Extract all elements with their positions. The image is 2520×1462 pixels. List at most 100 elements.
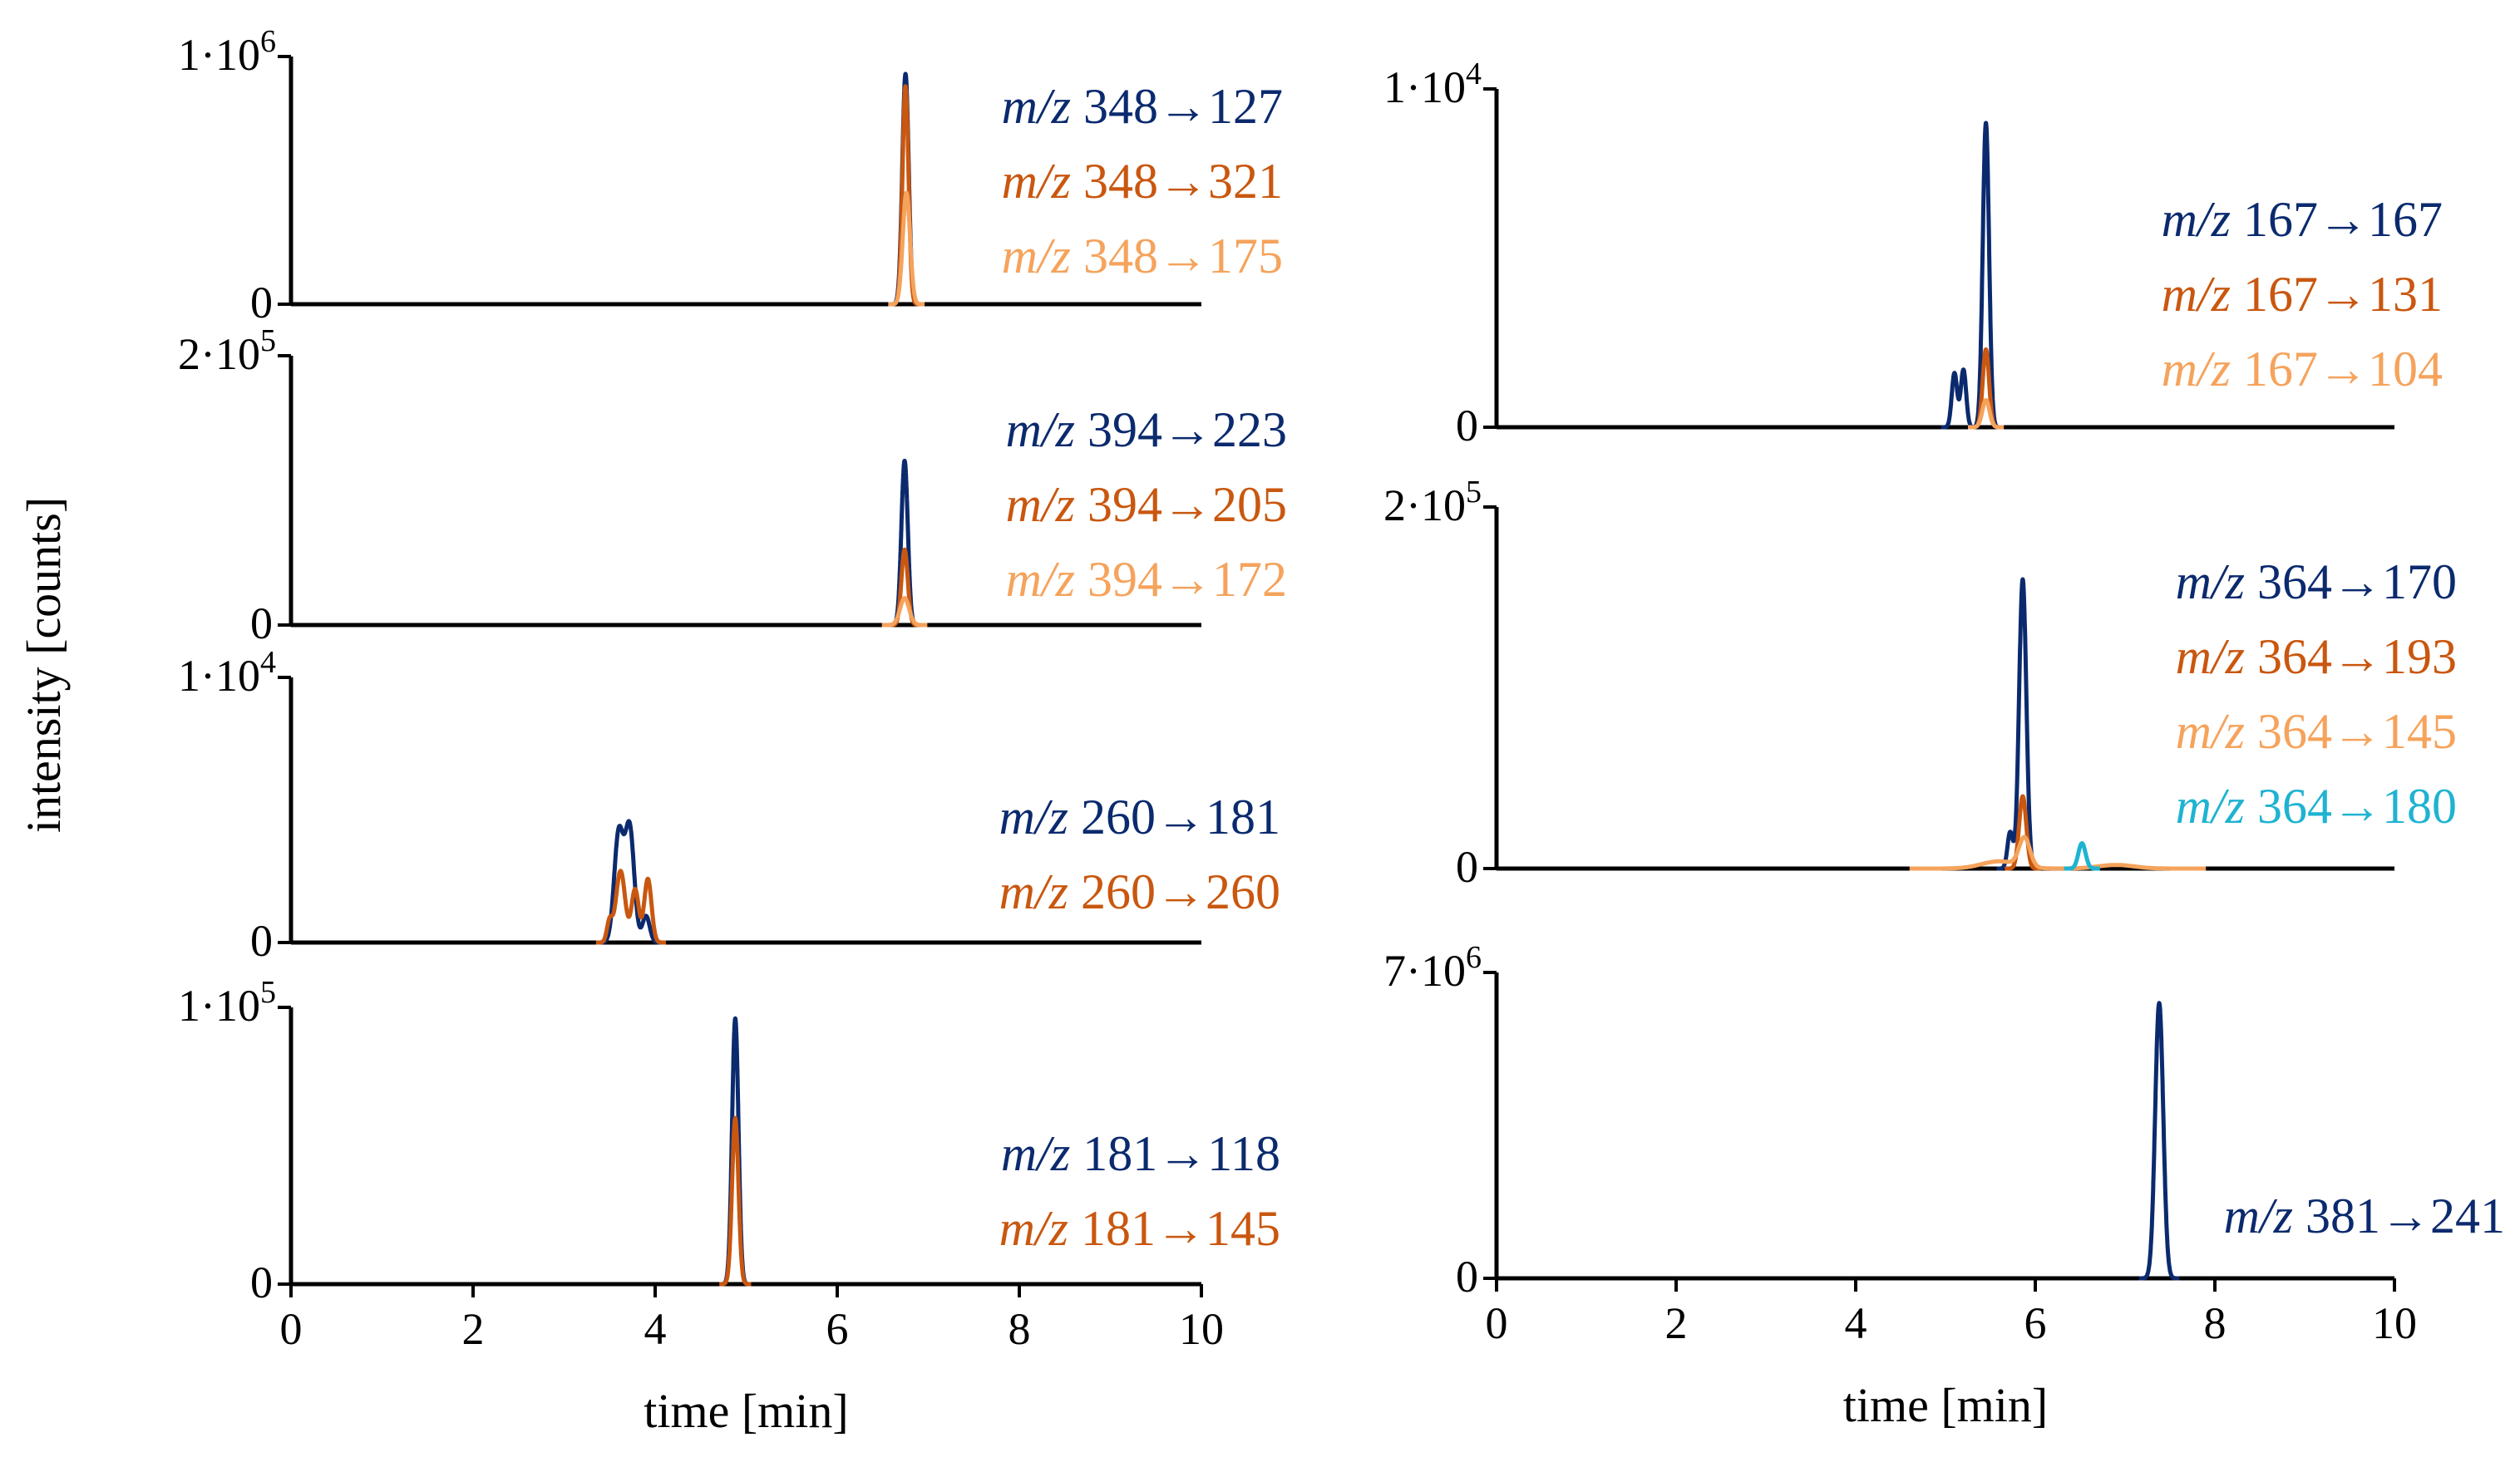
legend-entry: m/z 181→118 — [1001, 1126, 1280, 1181]
x-tick-label: 4 — [644, 1304, 667, 1354]
legend-mz-prefix: m/z — [1002, 229, 1071, 283]
series-trace-1 — [594, 819, 667, 945]
x-tick-label: 10 — [2372, 1298, 2417, 1348]
legend-transition: 381→241 — [2293, 1189, 2505, 1243]
traces — [886, 71, 927, 307]
legend-entry: m/z 364→170 — [2176, 554, 2457, 609]
y-zero-label: 0 — [250, 598, 273, 648]
traces — [594, 819, 668, 945]
y-max-label: 2·105 — [1383, 475, 1482, 530]
legend-entry: m/z 181→145 — [999, 1201, 1280, 1256]
x-tick-label: 6 — [826, 1304, 849, 1354]
legend-mz-prefix: m/z — [1006, 552, 1075, 607]
legend-mz-prefix: m/z — [999, 1201, 1068, 1256]
legend-transition: 181→145 — [1068, 1201, 1280, 1256]
y-zero-label: 0 — [250, 916, 273, 966]
series-trace-3 — [880, 596, 930, 628]
x-tick-label: 8 — [2204, 1298, 2227, 1348]
legend-transition: 394→205 — [1075, 477, 1287, 532]
y-max-exponent: 5 — [1466, 475, 1482, 509]
legend-mz-prefix: m/z — [1006, 402, 1075, 457]
traces — [1908, 577, 2207, 871]
x-tick-label: 6 — [2024, 1298, 2047, 1348]
series-trace-3 — [1965, 397, 2006, 430]
x-axis-label: time [min] — [1843, 1378, 2048, 1432]
legend-transition: 364→170 — [2245, 554, 2457, 609]
y-max-label: 1·104 — [1383, 57, 1482, 112]
traces — [880, 458, 930, 628]
legend: m/z 348→127 m/z 348→321 m/z 348→175 — [1002, 79, 1283, 283]
y-zero-label: 0 — [1456, 842, 1478, 892]
y-max-mantissa: 1·10 — [1383, 62, 1466, 112]
y-max-label: 7·106 — [1383, 940, 1482, 996]
y-max-exponent: 6 — [260, 24, 276, 59]
legend-entry: m/z 364→180 — [2176, 779, 2457, 834]
legend-mz-prefix: m/z — [1001, 1126, 1070, 1181]
legend: m/z 381→241 — [2224, 1189, 2505, 1243]
x-tick-label: 2 — [1665, 1298, 1688, 1348]
series-trace-4 — [2062, 841, 2103, 871]
y-max-mantissa: 2·10 — [178, 329, 260, 379]
x-tick-label: 0 — [1486, 1298, 1508, 1348]
legend-mz-prefix: m/z — [2176, 629, 2245, 684]
series-trace-3 — [1908, 834, 2207, 871]
y-zero-label: 0 — [250, 278, 273, 327]
traces — [717, 1016, 753, 1287]
x-tick-label: 10 — [1179, 1304, 1224, 1354]
legend-entry: m/z 348→175 — [1002, 229, 1283, 283]
y-max-mantissa: 2·10 — [1383, 480, 1466, 530]
legend-entry: m/z 394→172 — [1006, 552, 1287, 607]
chart-panel-1: 1·106 0 m/z 348→127 m/z 348→321 m/z 348→175 — [178, 24, 1283, 327]
y-axis-label: intensity [counts] — [17, 497, 71, 833]
legend-transition: 394→172 — [1075, 552, 1287, 607]
legend-transition: 348→321 — [1071, 154, 1283, 209]
legend-entry: m/z 260→260 — [999, 864, 1280, 919]
x-tick-label: 8 — [1008, 1304, 1031, 1354]
series-trace-3 — [886, 190, 927, 307]
legend-transition: 364→180 — [2245, 779, 2457, 834]
y-max-mantissa: 1·10 — [178, 30, 260, 80]
y-max-exponent: 4 — [1466, 57, 1482, 91]
legend-mz-prefix: m/z — [2162, 192, 2231, 247]
series-trace-1 — [1939, 121, 2004, 430]
legend-transition: 167→131 — [2231, 267, 2443, 322]
y-max-label: 2·105 — [178, 323, 276, 379]
y-max-label: 1·106 — [178, 24, 276, 80]
legend-mz-prefix: m/z — [2176, 779, 2245, 834]
legend-mz-prefix: m/z — [2224, 1189, 2293, 1243]
traces — [1939, 121, 2006, 430]
legend-mz-prefix: m/z — [2176, 554, 2245, 609]
x-tick-label: 4 — [1845, 1298, 1867, 1348]
y-max-label: 1·104 — [178, 645, 276, 701]
x-tick-label: 2 — [462, 1304, 485, 1354]
y-max-mantissa: 1·10 — [178, 651, 260, 701]
y-max-mantissa: 7·10 — [1383, 946, 1466, 996]
y-zero-label: 0 — [1456, 401, 1478, 450]
series-trace-2 — [594, 869, 668, 945]
legend-entry: m/z 381→241 — [2224, 1189, 2505, 1243]
legend-transition: 260→181 — [1068, 790, 1280, 844]
legend-transition: 364→193 — [2245, 629, 2457, 684]
legend-transition: 260→260 — [1068, 864, 1280, 919]
legend-entry: m/z 394→205 — [1006, 477, 1287, 532]
y-max-exponent: 5 — [260, 975, 276, 1010]
series-trace-2 — [1968, 347, 2004, 430]
legend-mz-prefix: m/z — [2176, 704, 2245, 759]
x-tick-label: 0 — [280, 1304, 303, 1354]
legend-entry: m/z 348→321 — [1002, 154, 1283, 209]
legend-transition: 348→127 — [1071, 79, 1283, 134]
series-trace-1 — [2137, 1001, 2182, 1281]
y-zero-label: 0 — [250, 1258, 273, 1307]
legend-mz-prefix: m/z — [2162, 342, 2231, 396]
traces — [2137, 1001, 2182, 1281]
legend-mz-prefix: m/z — [1006, 477, 1075, 532]
legend-entry: m/z 394→223 — [1006, 402, 1287, 457]
